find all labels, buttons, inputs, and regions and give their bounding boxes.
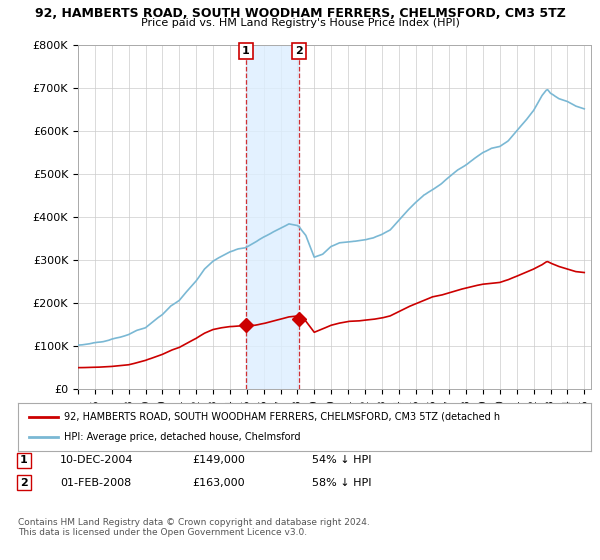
Text: 54% ↓ HPI: 54% ↓ HPI [312, 455, 371, 465]
Text: £163,000: £163,000 [192, 478, 245, 488]
Text: £149,000: £149,000 [192, 455, 245, 465]
Text: Price paid vs. HM Land Registry's House Price Index (HPI): Price paid vs. HM Land Registry's House … [140, 18, 460, 28]
Text: 2: 2 [295, 46, 302, 56]
Text: 1: 1 [20, 455, 28, 465]
Text: 10-DEC-2004: 10-DEC-2004 [60, 455, 133, 465]
Text: 2: 2 [20, 478, 28, 488]
Bar [246, 45, 299, 389]
Text: 1: 1 [242, 46, 250, 56]
Text: 92, HAMBERTS ROAD, SOUTH WOODHAM FERRERS, CHELMSFORD, CM3 5TZ: 92, HAMBERTS ROAD, SOUTH WOODHAM FERRERS… [35, 7, 565, 20]
Text: 58% ↓ HPI: 58% ↓ HPI [312, 478, 371, 488]
Text: HPI: Average price, detached house, Chelmsford: HPI: Average price, detached house, Chel… [64, 432, 301, 442]
Text: 01-FEB-2008: 01-FEB-2008 [60, 478, 131, 488]
Text: Contains HM Land Registry data © Crown copyright and database right 2024.
This d: Contains HM Land Registry data © Crown c… [18, 518, 370, 538]
Text: 92, HAMBERTS ROAD, SOUTH WOODHAM FERRERS, CHELMSFORD, CM3 5TZ (detached h: 92, HAMBERTS ROAD, SOUTH WOODHAM FERRERS… [64, 412, 500, 422]
